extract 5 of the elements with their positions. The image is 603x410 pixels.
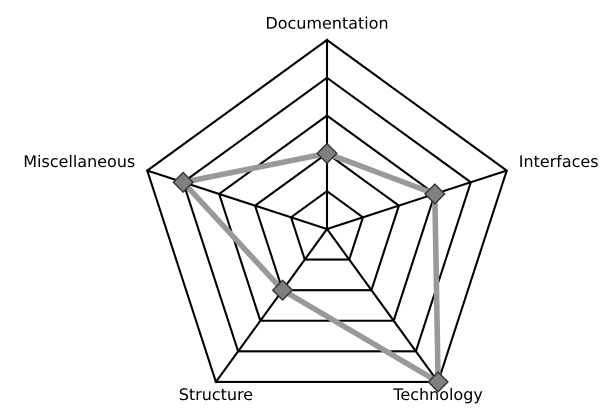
spoke-label: Technology xyxy=(393,388,482,404)
spoke-label: Miscellaneous xyxy=(24,154,134,168)
spoke-label: Structure xyxy=(180,388,252,400)
spoke-label: Interfaces xyxy=(520,154,598,168)
spoke-label: Documentation xyxy=(267,16,388,29)
